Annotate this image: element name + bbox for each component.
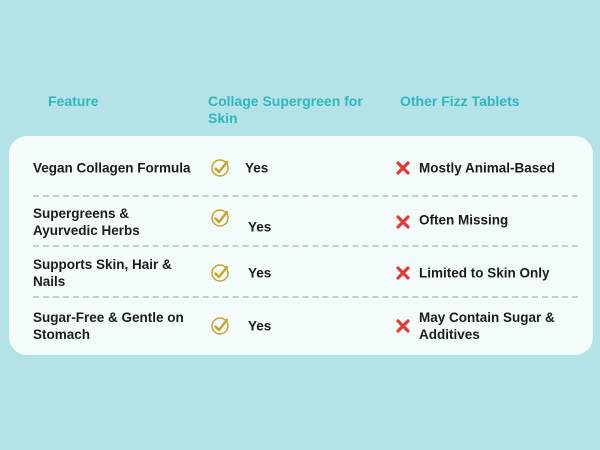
feature-label: Supports Skin, Hair & Nails xyxy=(33,257,172,289)
gold-checkmark-icon xyxy=(211,317,229,335)
gold-checkmark-icon xyxy=(211,159,229,177)
gold-checkmark-icon xyxy=(211,264,229,282)
table-row: Sugar-Free & Gentle on Stomach Yes May C… xyxy=(9,300,593,352)
other-value: Mostly Animal-Based xyxy=(419,160,556,176)
header-collage-supergreen: Collage Supergreen for Skin xyxy=(208,93,363,126)
gold-checkmark-icon xyxy=(211,209,229,227)
other-value: Limited to Skin Only xyxy=(419,265,550,281)
feature-label: Supergreens & Ayurvedic Herbs xyxy=(33,206,140,238)
other-value: Often Missing xyxy=(419,212,509,228)
row-divider xyxy=(33,245,578,247)
table-row: Supergreens & Ayurvedic Herbs Yes Often … xyxy=(9,196,593,248)
other-value: May Contain Sugar & Additives xyxy=(419,310,555,342)
collage-value: Yes xyxy=(248,318,272,334)
table-row: Vegan Collagen Formula Yes Mostly Animal… xyxy=(9,142,593,194)
comparison-card: Vegan Collagen Formula Yes Mostly Animal… xyxy=(9,136,593,355)
red-cross-icon xyxy=(396,161,410,175)
feature-label: Vegan Collagen Formula xyxy=(33,160,191,176)
collage-value: Yes xyxy=(248,219,272,235)
red-cross-icon xyxy=(396,319,410,333)
collage-value: Yes xyxy=(248,265,272,281)
header-other-fizz-tablets: Other Fizz Tablets xyxy=(400,93,520,109)
row-divider xyxy=(33,296,578,298)
collage-value: Yes xyxy=(245,160,269,176)
header-feature: Feature xyxy=(48,93,99,109)
row-divider xyxy=(33,195,578,197)
red-cross-icon xyxy=(396,215,410,229)
red-cross-icon xyxy=(396,266,410,280)
table-row: Supports Skin, Hair & Nails Yes Limited … xyxy=(9,247,593,299)
feature-label: Sugar-Free & Gentle on Stomach xyxy=(33,310,184,342)
